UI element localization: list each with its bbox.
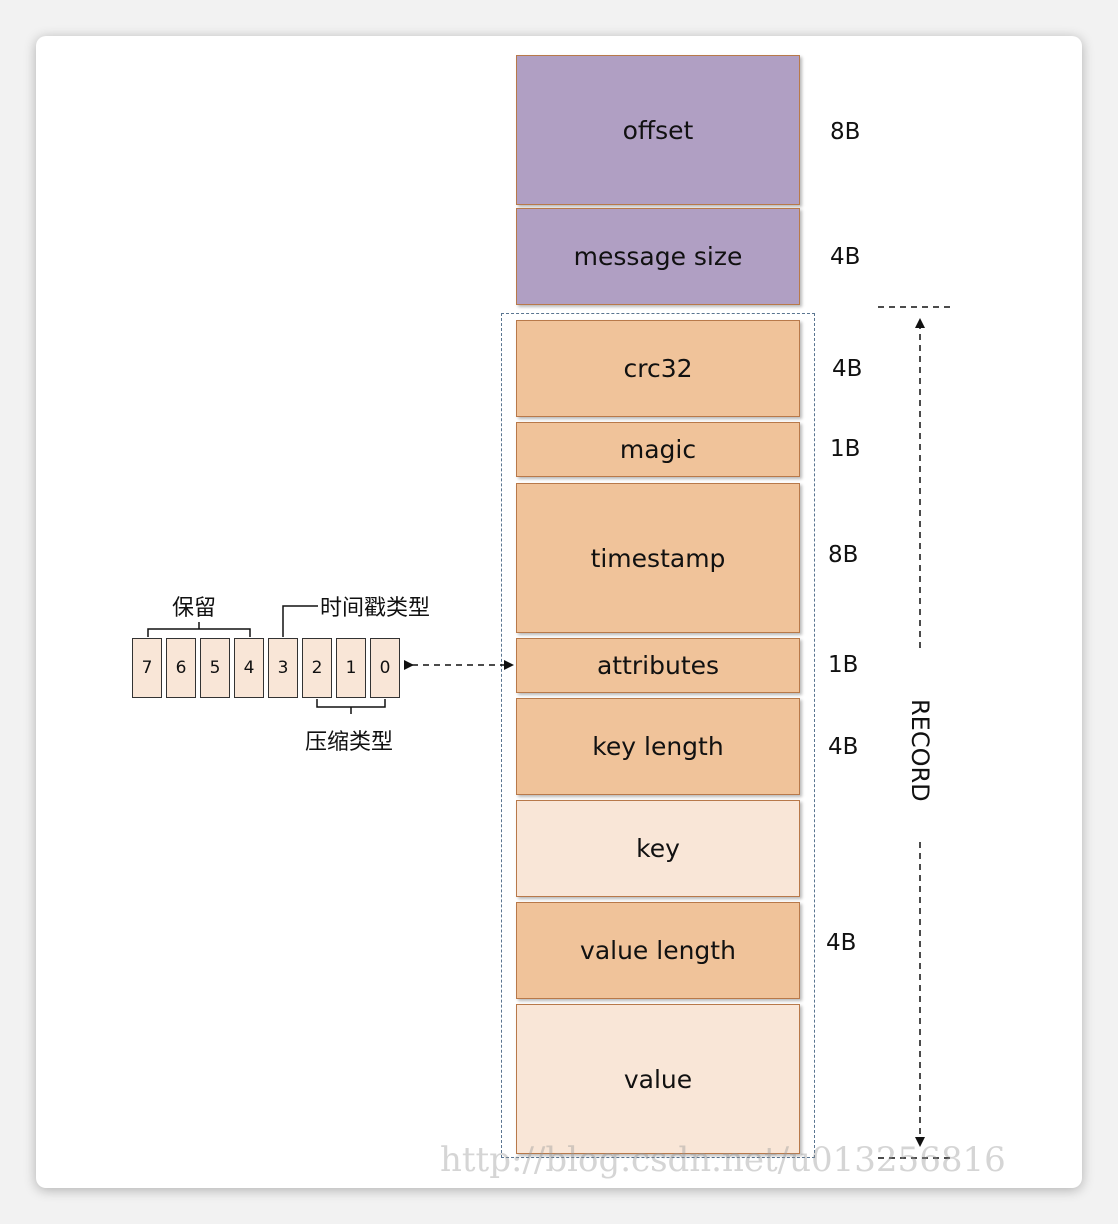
- reserved-bracket: [147, 622, 251, 637]
- size-message-size: 4B: [830, 244, 861, 270]
- field-magic: magic: [516, 422, 800, 477]
- size-magic: 1B: [830, 436, 861, 462]
- bit-0: 0: [370, 638, 400, 698]
- field-value-length: value length: [516, 902, 800, 999]
- field-key: key: [516, 800, 800, 897]
- bit-1: 1: [336, 638, 366, 698]
- size-value-length: 4B: [826, 930, 857, 956]
- size-attributes: 1B: [828, 652, 859, 678]
- timestamp-type-leader: [282, 605, 318, 637]
- field-crc32: crc32: [516, 320, 800, 417]
- watermark: http://blog.csdn.net/u013256816: [440, 1140, 1006, 1180]
- bit-7: 7: [132, 638, 162, 698]
- label-compression-type: 压缩类型: [305, 730, 394, 755]
- bit-6: 6: [166, 638, 196, 698]
- bit-3: 3: [268, 638, 298, 698]
- field-key-length: key length: [516, 698, 800, 795]
- field-offset: offset: [516, 55, 800, 205]
- size-crc32: 4B: [832, 356, 863, 382]
- label-timestamp-type: 时间戳类型: [320, 596, 431, 621]
- size-offset: 8B: [830, 119, 861, 145]
- field-attributes: attributes: [516, 638, 800, 693]
- record-region: [501, 313, 815, 1158]
- compression-bracket: [316, 699, 386, 714]
- record-label: RECORD: [906, 699, 934, 802]
- field-timestamp: timestamp: [516, 483, 800, 633]
- size-timestamp: 8B: [828, 542, 859, 568]
- bit-2: 2: [302, 638, 332, 698]
- label-reserved: 保留: [172, 596, 217, 621]
- size-key-length: 4B: [828, 734, 859, 760]
- bit-5: 5: [200, 638, 230, 698]
- field-message-size: message size: [516, 208, 800, 305]
- bit-4: 4: [234, 638, 264, 698]
- field-value: value: [516, 1004, 800, 1154]
